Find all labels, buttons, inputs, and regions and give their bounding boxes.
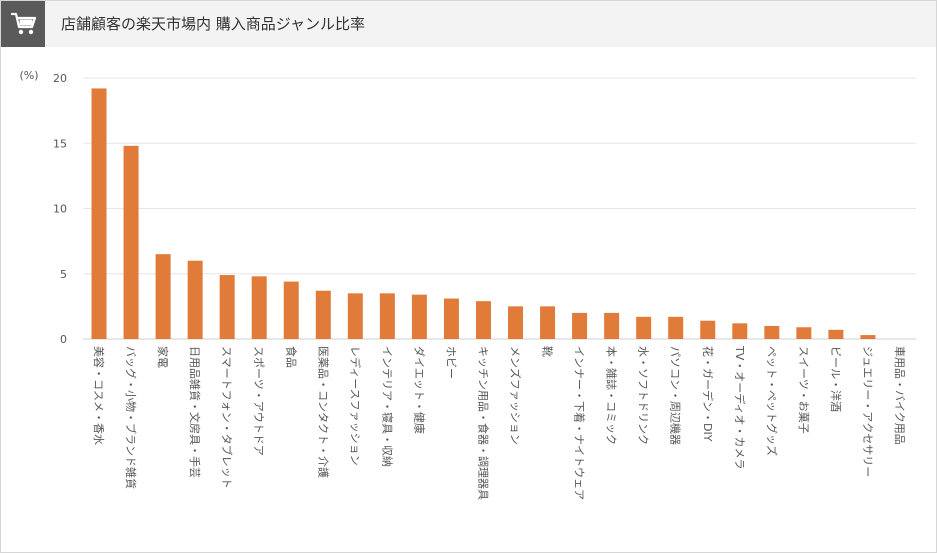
x-tick-label: インナー・下着・ナイトウェア [573, 346, 587, 500]
bar [796, 327, 812, 339]
bar [315, 290, 331, 339]
bar [732, 323, 748, 339]
x-tick-label: 本・雑誌・コミック [605, 346, 619, 445]
bar [572, 312, 588, 339]
bar [540, 306, 556, 339]
y-tick-label: 10 [53, 203, 67, 216]
x-tick-label: バッグ・小物・ブランド雑貨 [124, 346, 138, 489]
x-tick-label: スイーツ・お菓子 [797, 346, 810, 434]
bar [411, 294, 427, 339]
x-tick-label: 美容・コスメ・香水 [92, 346, 106, 445]
bar [443, 298, 459, 339]
y-tick-label: 15 [53, 137, 67, 150]
x-tick-label: 靴 [541, 346, 555, 357]
x-tick-label: ジュエリー・アクセサリー [861, 346, 874, 477]
x-tick-label: ホビー [444, 346, 457, 379]
x-tick-label: メンズファッション [509, 346, 523, 445]
cart-icon-box [1, 1, 45, 47]
bar [219, 275, 235, 339]
x-tick-label: TV・オーディオ・カメラ [733, 345, 747, 469]
bar [251, 276, 267, 339]
x-tick-label: レディースファッション [348, 346, 362, 466]
x-tick-label: ダイエット・健康 [412, 346, 426, 434]
bar [860, 335, 876, 339]
x-tick-label: 家電 [156, 346, 170, 368]
y-tick-label: 20 [53, 72, 67, 85]
y-axis-unit-label: (%) [19, 69, 38, 82]
bar [379, 293, 395, 339]
bar [123, 145, 139, 339]
x-tick-label: ビール・洋酒 [829, 346, 843, 412]
x-tick-label: パソコン・周辺機器 [669, 346, 683, 445]
bar [508, 306, 524, 339]
bar [700, 320, 716, 339]
x-tick-label: 水・ソフトドリンク [637, 346, 650, 445]
x-tick-label: キッチン用品・食器・調理器具 [476, 346, 490, 500]
bar [828, 329, 844, 339]
y-tick-label: 5 [60, 268, 67, 281]
x-tick-label: スマートフォン・タブレット [220, 346, 234, 489]
chart-title: 店舗顧客の楽天市場内 購入商品ジャンル比率 [61, 15, 366, 33]
bar [187, 260, 203, 339]
y-tick-label: 0 [60, 333, 67, 346]
x-tick-label: 医薬品・コンタクト・介護 [316, 346, 330, 478]
x-tick-label: 花・ガーデン・DIY [701, 346, 715, 442]
bar [636, 316, 652, 339]
x-tick-label: 食品 [284, 346, 298, 368]
bar [475, 301, 491, 339]
bar [283, 281, 299, 339]
x-tick-label: ペット・ペットグッズ [765, 346, 779, 456]
x-tick-label: インテリア・寝具・収納 [380, 346, 394, 467]
x-tick-label: スポーツ・アウトドア [252, 346, 265, 456]
panel-header: 店舗顧客の楽天市場内 購入商品ジャンル比率 [1, 1, 936, 47]
bar [347, 293, 363, 339]
bar [764, 325, 780, 339]
bar [604, 312, 620, 339]
bar [155, 254, 171, 339]
x-tick-label: 車用品・バイク用品 [893, 346, 907, 445]
shopping-cart-icon [11, 12, 37, 35]
x-tick-label: 日用品雑貨・文房具・手芸 [188, 346, 202, 478]
bar [668, 316, 684, 339]
bar [91, 88, 107, 339]
